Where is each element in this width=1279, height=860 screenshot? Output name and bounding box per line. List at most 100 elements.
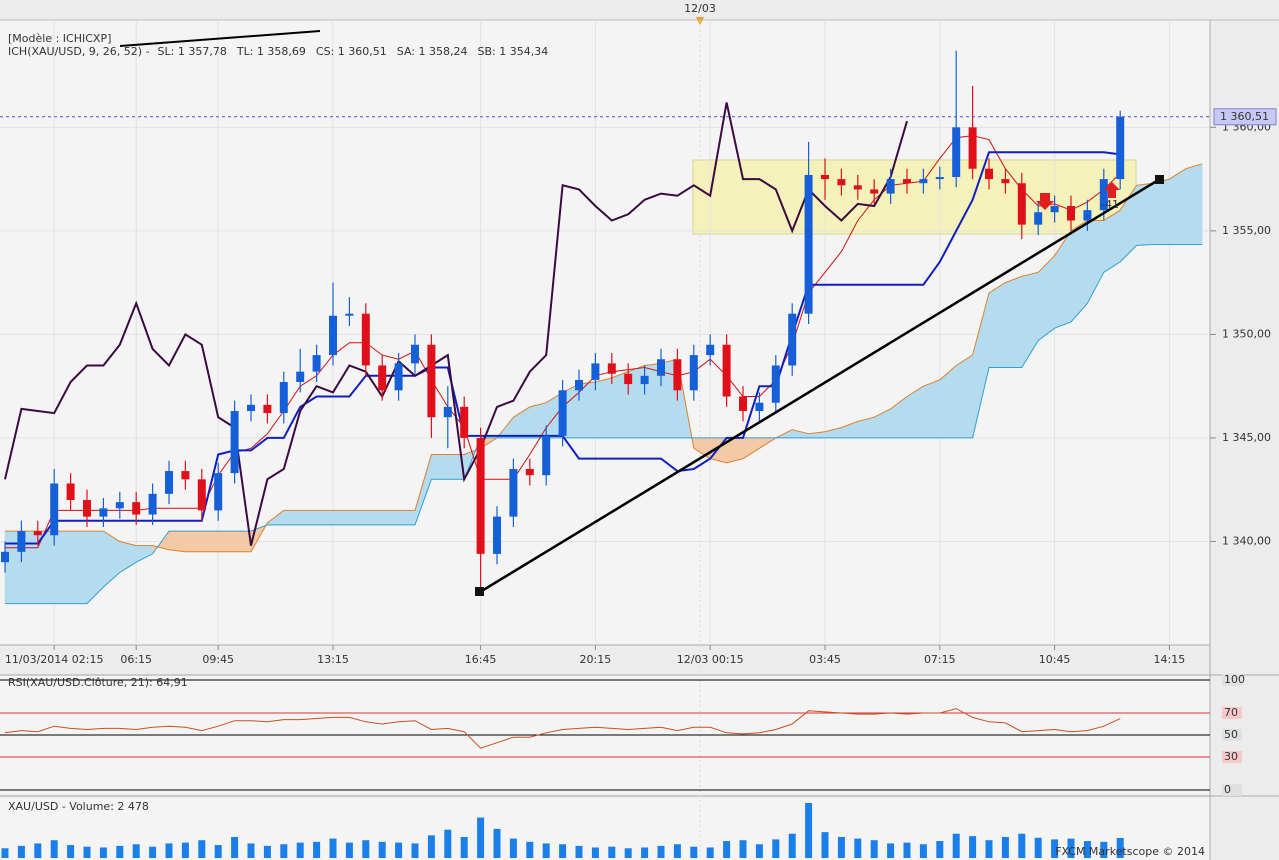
- panel-title: XAU/USD - Volume: 2 478: [8, 800, 149, 813]
- candle-body: [837, 179, 846, 186]
- panel-title: RSI(XAU/USD.Clôture, 21): 64,91: [8, 676, 188, 689]
- candle-body: [558, 390, 567, 436]
- volume-bar: [1051, 839, 1059, 858]
- candle-body: [115, 502, 124, 509]
- candle-body: [903, 179, 911, 184]
- volume-bar: [739, 840, 747, 858]
- candle-body: [378, 365, 387, 391]
- volume-bar: [1001, 836, 1009, 858]
- cloud-fill: [70, 530, 88, 604]
- x-tick-label: 10:45: [1039, 653, 1071, 666]
- cloud-fill: [955, 354, 973, 439]
- candle-body: [427, 344, 436, 418]
- legend-entry: SA: 1 358,24: [397, 45, 468, 58]
- volume-bar: [149, 846, 157, 858]
- candle-body: [607, 363, 616, 374]
- date-marker: 12/03: [684, 2, 716, 15]
- trend-line: [479, 177, 1161, 594]
- volume-bar: [362, 840, 370, 858]
- cloud-fill: [53, 530, 71, 604]
- volume-bar: [329, 838, 337, 858]
- x-tick-label: 14:15: [1154, 653, 1186, 666]
- cloud-fill: [1152, 178, 1170, 245]
- candle-body: [312, 355, 321, 372]
- volume-bar: [1083, 841, 1091, 858]
- cloud-fill: [595, 377, 613, 439]
- candle-body: [214, 473, 223, 511]
- y-tick-label: 1 355,00: [1222, 224, 1271, 237]
- volume-bar: [919, 844, 927, 858]
- candle-body: [411, 344, 419, 364]
- volume-bar: [345, 842, 353, 858]
- candle-body: [247, 404, 255, 412]
- volume-bar: [591, 847, 599, 858]
- copyright: FXCM Marketscope © 2014: [1055, 845, 1205, 858]
- cloud-fill: [349, 510, 367, 526]
- sell-arrow: [1036, 193, 1054, 210]
- candle-body: [230, 411, 239, 474]
- volume-bar: [427, 835, 435, 858]
- trend-handle: [1155, 175, 1164, 184]
- volume-bar: [263, 845, 271, 858]
- cloud-fill: [431, 454, 449, 480]
- last-price-label: 1 360,51: [1220, 110, 1269, 123]
- volume-bar: [936, 841, 944, 858]
- volume-bar: [165, 843, 173, 858]
- cloud-fill: [923, 379, 941, 439]
- candle-body: [968, 127, 977, 169]
- volume-bar: [624, 848, 632, 858]
- candle-body: [985, 168, 993, 180]
- volume-bar: [854, 838, 862, 858]
- y-tick-box: [1222, 674, 1242, 686]
- volume-bar: [1067, 838, 1075, 858]
- volume-bar: [34, 843, 42, 858]
- cloud-fill: [201, 530, 219, 553]
- cloud-fill: [365, 510, 383, 526]
- volume-bar: [952, 833, 960, 858]
- cloud-fill: [381, 510, 399, 526]
- candle-body: [296, 371, 305, 383]
- candle-body: [935, 177, 944, 180]
- volume-bar: [493, 828, 501, 858]
- candle-body: [165, 471, 173, 494]
- volume-bar: [50, 840, 58, 858]
- volume-bar: [542, 843, 550, 858]
- volume-bar: [1034, 837, 1042, 858]
- cloud-fill: [529, 402, 547, 439]
- y-tick-box: [1222, 729, 1242, 741]
- candle-body: [1083, 210, 1092, 221]
- volume-bar: [378, 841, 386, 858]
- candle-body: [689, 355, 698, 391]
- volume-bar: [460, 836, 468, 858]
- volume-bar: [969, 836, 977, 858]
- candle-body: [821, 174, 829, 180]
- candle-body: [263, 404, 272, 414]
- volume-bar: [247, 843, 255, 858]
- volume-bar: [870, 840, 878, 858]
- candle-body: [361, 313, 370, 366]
- volume-bar: [444, 829, 452, 858]
- volume-bar: [181, 842, 189, 858]
- cloud-fill: [398, 510, 416, 526]
- candle-body: [181, 471, 190, 480]
- volume-bar: [526, 841, 534, 858]
- candle-body: [640, 375, 649, 385]
- candle-body: [853, 185, 862, 190]
- candle-body: [886, 179, 895, 194]
- candle-body: [99, 508, 108, 517]
- volume-bar: [755, 844, 763, 858]
- candle-body: [673, 359, 682, 391]
- x-tick-label: 11/03/2014 02:15: [5, 653, 104, 666]
- trend-handle: [475, 587, 484, 596]
- template-label: [Modèle : ICHICXP]: [8, 32, 111, 45]
- cloud-fill: [1185, 163, 1203, 245]
- volume-bar: [608, 846, 616, 858]
- candle-body: [624, 373, 633, 385]
- candle-body: [394, 363, 403, 391]
- candle-body: [952, 127, 961, 178]
- volume-bar: [509, 838, 517, 858]
- cloud-fill: [185, 530, 203, 553]
- x-tick-label: 03:45: [809, 653, 841, 666]
- x-tick-label: 13:15: [317, 653, 349, 666]
